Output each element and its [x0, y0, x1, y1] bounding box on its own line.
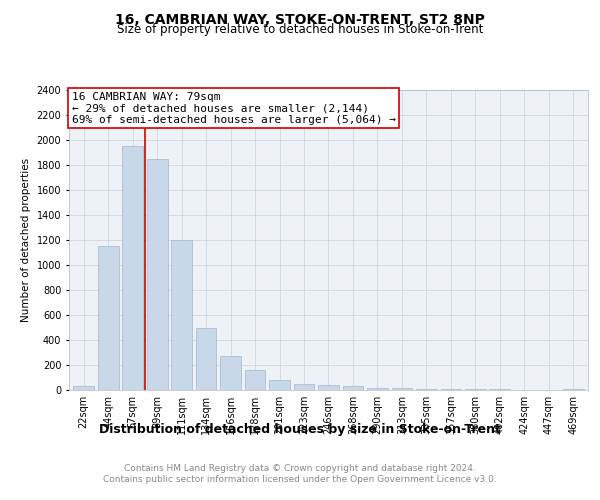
Bar	[220, 356, 241, 390]
Bar	[196, 328, 217, 390]
Text: Contains HM Land Registry data © Crown copyright and database right 2024.: Contains HM Land Registry data © Crown c…	[124, 464, 476, 473]
Y-axis label: Number of detached properties: Number of detached properties	[21, 158, 31, 322]
Text: Contains public sector information licensed under the Open Government Licence v3: Contains public sector information licen…	[103, 475, 497, 484]
Bar	[269, 380, 290, 390]
Text: Size of property relative to detached houses in Stoke-on-Trent: Size of property relative to detached ho…	[117, 22, 483, 36]
Bar	[147, 159, 167, 390]
Bar	[392, 388, 412, 390]
Bar	[367, 388, 388, 390]
Text: 16 CAMBRIAN WAY: 79sqm
← 29% of detached houses are smaller (2,144)
69% of semi-: 16 CAMBRIAN WAY: 79sqm ← 29% of detached…	[71, 92, 395, 124]
Text: Distribution of detached houses by size in Stoke-on-Trent: Distribution of detached houses by size …	[99, 422, 501, 436]
Bar	[343, 386, 364, 390]
Bar	[98, 246, 119, 390]
Bar	[122, 146, 143, 390]
Bar	[245, 370, 265, 390]
Bar	[293, 384, 314, 390]
Text: 16, CAMBRIAN WAY, STOKE-ON-TRENT, ST2 8NP: 16, CAMBRIAN WAY, STOKE-ON-TRENT, ST2 8N…	[115, 12, 485, 26]
Bar	[73, 386, 94, 390]
Bar	[563, 389, 584, 390]
Bar	[171, 240, 192, 390]
Bar	[318, 385, 339, 390]
